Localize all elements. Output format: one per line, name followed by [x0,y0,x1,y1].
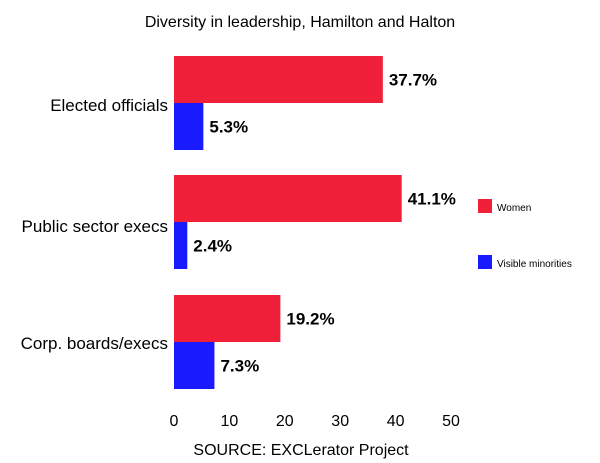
bar-women [174,56,383,103]
x-tick-label: 40 [387,413,405,430]
x-axis-ticks: 0 10 20 30 40 50 [170,413,460,430]
x-tick-label: 30 [331,413,349,430]
plot-area: Elected officials 37.7% 5.3% Public sector … [21,56,456,389]
bar-women [174,295,281,342]
category-label: Corp. boards/execs [21,334,168,353]
data-label: 2.4% [193,237,232,256]
data-label: 41.1% [408,190,456,209]
data-label: 37.7% [389,71,437,90]
legend-label: Visible minorities [497,259,572,270]
x-tick-label: 10 [221,413,239,430]
x-tick-label: 50 [442,413,460,430]
legend: Women Visible minorities [478,199,572,270]
category-label: Public sector execs [22,217,168,236]
bar-women [174,175,402,222]
legend-swatch [478,255,492,269]
category-label: Elected officials [50,96,168,115]
bar-visible-minorities [174,103,204,150]
data-label: 19.2% [286,310,334,329]
x-tick-label: 20 [276,413,294,430]
x-tick-label: 0 [170,413,179,430]
legend-label: Women [497,203,531,214]
x-axis-label: SOURCE: EXCLerator Project [193,442,409,459]
chart-title: Diversity in leadership, Hamilton and Ha… [145,14,455,31]
bar-visible-minorities [174,342,215,389]
data-label: 7.3% [220,357,259,376]
bar-visible-minorities [174,222,188,269]
data-label: 5.3% [209,118,248,137]
legend-swatch [478,199,492,213]
